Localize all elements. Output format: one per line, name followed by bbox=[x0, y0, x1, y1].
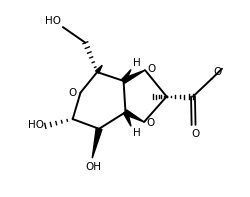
Polygon shape bbox=[92, 128, 102, 158]
Text: O: O bbox=[68, 88, 76, 98]
Text: O: O bbox=[213, 67, 221, 77]
Text: OH: OH bbox=[85, 162, 101, 172]
Polygon shape bbox=[124, 110, 144, 122]
Text: H: H bbox=[132, 128, 140, 138]
Text: H: H bbox=[132, 58, 140, 68]
Text: HO: HO bbox=[45, 16, 61, 26]
Text: HO: HO bbox=[28, 120, 44, 130]
Polygon shape bbox=[123, 111, 130, 126]
Text: O: O bbox=[147, 64, 155, 74]
Polygon shape bbox=[95, 65, 102, 73]
Text: O: O bbox=[190, 129, 198, 139]
Polygon shape bbox=[121, 70, 130, 82]
Polygon shape bbox=[122, 70, 144, 83]
Text: O: O bbox=[146, 118, 154, 128]
